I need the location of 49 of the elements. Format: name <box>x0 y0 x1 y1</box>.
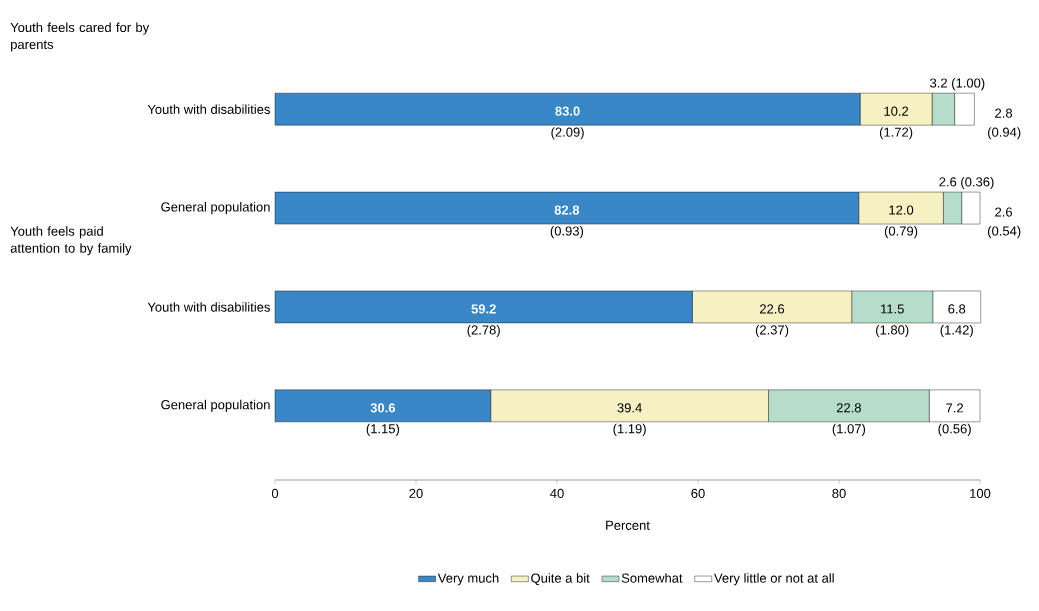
x-axis-title: Percent <box>606 520 650 530</box>
annotation: (2.78) <box>467 324 500 338</box>
annotation: (0.93) <box>550 226 584 239</box>
annotation: (2.37) <box>755 324 789 338</box>
annotation: (1.19) <box>613 423 646 436</box>
data-label: 6.8 <box>948 304 966 314</box>
x-tick-label: 0 <box>271 488 279 498</box>
annotation: (0.56) <box>938 423 971 436</box>
text: Youth feels paid attention to by family <box>10 226 132 256</box>
annotation: (1.15) <box>366 423 400 436</box>
annotation: (1.72) <box>879 127 913 140</box>
x-tick-label: 20 <box>409 488 423 498</box>
data-label: 59.2 <box>471 304 496 314</box>
x-tick-label: 60 <box>691 488 705 498</box>
annotation: (1.07) <box>832 423 866 436</box>
y-tick-label: Youth with disabilities <box>147 302 270 312</box>
text: Youth feels cared for by parents <box>10 22 150 52</box>
y-tick-label: Youth with disabilities <box>147 104 270 114</box>
legend-label: Very little or not at all <box>714 573 834 586</box>
data-label: 22.6 <box>760 304 785 314</box>
x-tick-label: 40 <box>550 488 564 498</box>
data-label: 30.6 <box>370 403 396 413</box>
text: (0.54) <box>988 226 1021 239</box>
x-tick-label: 80 <box>832 488 846 498</box>
legend-label: Somewhat <box>621 573 683 583</box>
data-label: 83.0 <box>555 106 580 116</box>
annotation: (1.00) <box>952 78 985 91</box>
legend-label: Very much <box>437 573 499 586</box>
text: (0.94) <box>988 127 1021 140</box>
data-label: 82.8 <box>554 205 580 215</box>
annotation: (1.80) <box>876 324 909 338</box>
annotation: (0.36) <box>961 176 994 190</box>
data-label: 2.6 <box>939 177 957 187</box>
data-label: 10.2 <box>884 106 909 116</box>
data-label: 3.2 <box>930 78 947 88</box>
x-tick-label: 100 <box>970 488 991 498</box>
annotation: (0.79) <box>884 226 918 239</box>
data-label: 7.2 <box>946 403 964 413</box>
legend-label: Quite a bit <box>531 573 590 586</box>
data-label: 2.6 <box>995 207 1013 217</box>
data-label: 39.4 <box>617 403 642 413</box>
data-label: 12.0 <box>889 205 914 215</box>
y-tick-label: General population <box>161 202 270 215</box>
annotation: (2.09) <box>551 127 584 140</box>
annotation: (1.42) <box>940 324 973 338</box>
data-label: 22.8 <box>836 403 861 413</box>
data-label: 11.5 <box>881 304 904 314</box>
y-tick-label: General population <box>161 399 270 412</box>
data-label: 2.8 <box>995 108 1013 118</box>
